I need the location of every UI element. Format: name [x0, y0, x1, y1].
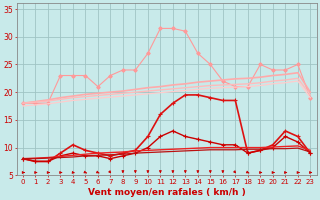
- X-axis label: Vent moyen/en rafales ( km/h ): Vent moyen/en rafales ( km/h ): [88, 188, 245, 197]
